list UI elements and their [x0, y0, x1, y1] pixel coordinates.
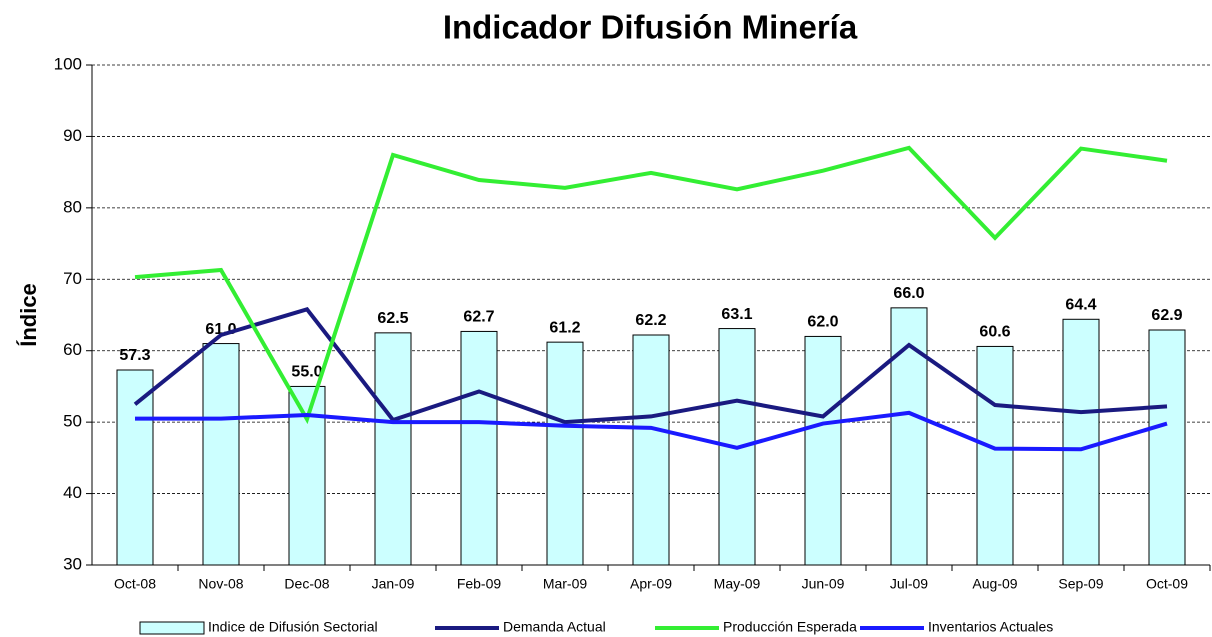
y-tick-label: 70: [63, 269, 82, 288]
y-tick-label: 100: [54, 54, 82, 73]
data-label: 64.4: [1065, 297, 1096, 314]
data-label: 62.5: [377, 310, 408, 327]
y-axis-label: Índice: [16, 283, 41, 347]
x-tick-label: Jul-09: [890, 576, 928, 592]
x-tick-label: Jan-09: [372, 576, 415, 592]
data-label: 57.3: [119, 347, 150, 364]
bar: [546, 341, 584, 566]
bar: [202, 343, 240, 566]
x-tick-label: Sep-09: [1058, 576, 1103, 592]
x-tick-label: May-09: [714, 576, 761, 592]
data-label: 61.2: [549, 319, 580, 336]
legend-swatch: [139, 621, 205, 635]
data-label: 62.0: [807, 314, 838, 331]
y-tick-label: 50: [63, 412, 82, 431]
x-tick-label: Feb-09: [457, 576, 502, 592]
data-label: 60.6: [979, 324, 1010, 341]
data-label: 55.0: [291, 364, 322, 381]
x-tick-label: Jun-09: [802, 576, 845, 592]
y-tick-label: 90: [63, 126, 82, 145]
legend-label: Indice de Difusión Sectorial: [208, 619, 378, 635]
bar: [116, 369, 154, 566]
x-tick-label: Aug-09: [972, 576, 1017, 592]
bar: [1148, 329, 1186, 566]
x-tick-label: Dec-08: [284, 576, 329, 592]
x-tick-label: Apr-09: [630, 576, 672, 592]
line: [134, 145, 1168, 425]
bar: [976, 345, 1014, 566]
data-label: 66.0: [893, 285, 924, 302]
y-tick-label: 40: [63, 483, 82, 502]
y-tick-label: 80: [63, 197, 82, 216]
x-tick-label: Nov-08: [198, 576, 243, 592]
legend-label: Producción Esperada: [723, 619, 857, 635]
x-tick-label: Oct-09: [1146, 576, 1188, 592]
y-tick-label: 30: [63, 554, 82, 573]
data-label: 62.2: [635, 312, 666, 329]
line: [133, 306, 1168, 425]
legend-label: Inventarios Actuales: [928, 619, 1053, 635]
bar: [374, 332, 412, 566]
x-tick-label: Oct-08: [114, 576, 156, 592]
chart-title: Indicador Difusión Minería: [443, 9, 858, 46]
data-label: 62.9: [1151, 307, 1182, 324]
legend-label: Demanda Actual: [503, 619, 606, 635]
bar: [804, 335, 842, 566]
data-label: 62.7: [463, 309, 494, 326]
bar: [632, 334, 670, 566]
data-label: 63.1: [721, 306, 752, 323]
bar: [890, 307, 928, 566]
y-tick-label: 60: [63, 340, 82, 359]
bar: [460, 330, 498, 566]
line: [135, 410, 1168, 452]
x-tick-label: Mar-09: [543, 576, 588, 592]
bar: [1062, 318, 1100, 566]
